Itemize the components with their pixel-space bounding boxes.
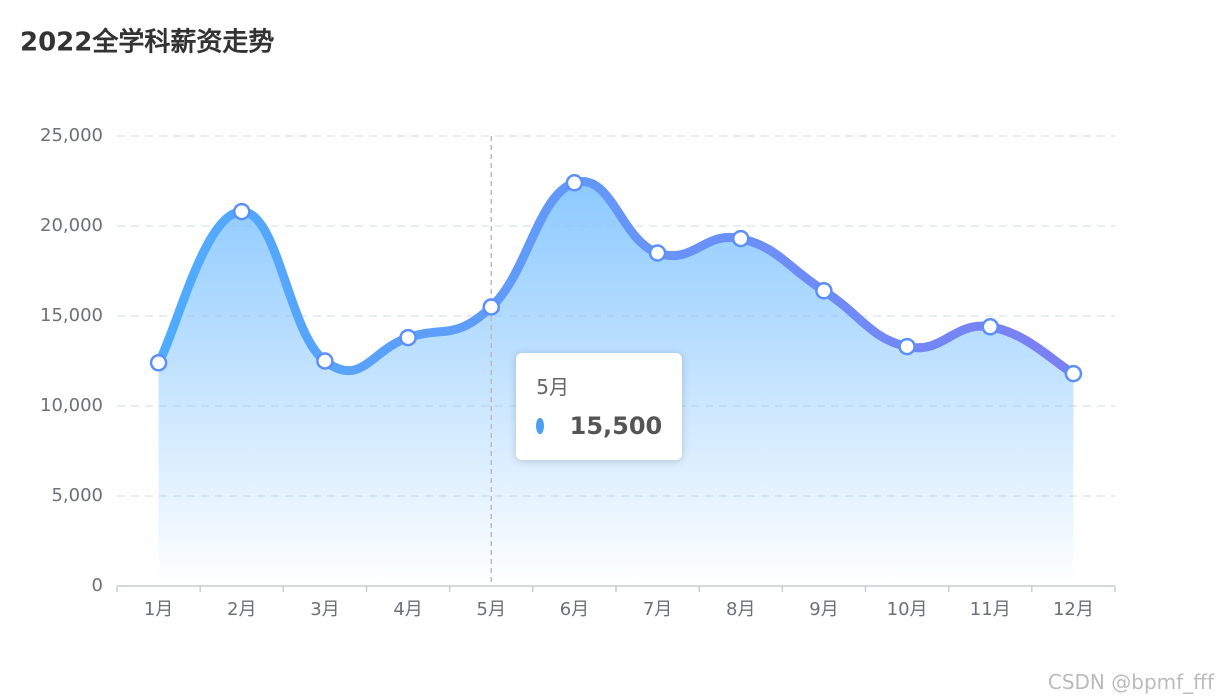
point bbox=[565, 174, 584, 192]
point bbox=[399, 328, 417, 347]
point bbox=[648, 244, 667, 262]
tooltip-row: 15,500 bbox=[536, 412, 662, 440]
chart-title: 2022全学科薪资走势 bbox=[20, 27, 274, 58]
x-tick-label: 2月 bbox=[227, 599, 256, 620]
watermark: CSDN @bpmf_fff bbox=[1047, 670, 1214, 694]
point bbox=[732, 229, 750, 248]
point bbox=[149, 354, 168, 372]
point bbox=[898, 337, 916, 356]
x-tick-label: 3月 bbox=[310, 599, 339, 620]
y-tick-label: 0 bbox=[92, 575, 103, 596]
x-tick-label: 4月 bbox=[393, 599, 422, 620]
point bbox=[815, 282, 833, 300]
y-tick-label: 15,000 bbox=[40, 305, 103, 326]
x-tick-label: 5月 bbox=[477, 599, 506, 620]
x-tick-label: 6月 bbox=[560, 599, 589, 620]
point bbox=[316, 352, 334, 370]
x-tick-label: 1月 bbox=[144, 599, 173, 620]
x-tick-label: 12月 bbox=[1053, 599, 1094, 620]
tooltip: 5月 15,500 bbox=[516, 353, 683, 460]
y-tick-label: 20,000 bbox=[40, 215, 103, 236]
x-tick-label: 7月 bbox=[643, 599, 672, 620]
point bbox=[482, 298, 500, 316]
x-tick-label: 10月 bbox=[887, 599, 928, 620]
y-tick-label: 10,000 bbox=[40, 395, 103, 416]
point bbox=[233, 202, 251, 221]
y-tick-label: 25,000 bbox=[40, 125, 103, 146]
point bbox=[1064, 364, 1083, 383]
point bbox=[981, 318, 999, 336]
x-tick-label: 11月 bbox=[970, 599, 1011, 620]
x-tick-label: 9月 bbox=[809, 599, 838, 620]
y-tick-label: 5,000 bbox=[51, 485, 103, 506]
x-tick-label: 8月 bbox=[726, 599, 755, 620]
tooltip-dot bbox=[536, 418, 544, 434]
tooltip-title: 5月 bbox=[536, 375, 569, 399]
tooltip-value: 15,500 bbox=[569, 412, 663, 440]
